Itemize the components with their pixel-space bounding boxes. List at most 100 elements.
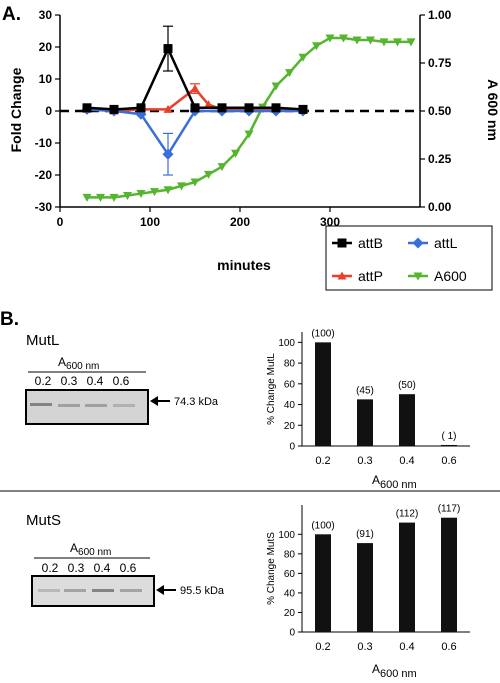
bar	[441, 444, 457, 446]
panel-b-label: B.	[0, 309, 19, 330]
series-line-A600	[87, 36, 411, 199]
legend-label-A600: A600	[434, 268, 467, 284]
legend-marker-attP	[337, 271, 347, 280]
x-tick-label: 0.6	[441, 455, 456, 467]
data-point-A600	[136, 190, 146, 199]
lane-label: 0.6	[113, 374, 130, 388]
data-point-A600	[285, 69, 294, 78]
lane-label: 0.4	[94, 561, 111, 575]
y-tick-label: 40	[284, 588, 296, 599]
data-label: (50)	[398, 380, 416, 391]
data-point-attP	[163, 104, 173, 113]
mutl-bar-chart: 0 20 40 60 80 100 (100) 0.2 (45) 0.3 (50) 0.4 ( 1) 0.…	[266, 328, 470, 491]
y-tick-label: 20	[39, 40, 53, 54]
y-tick-label: 10	[39, 72, 53, 86]
x-tick-label: 100	[140, 215, 160, 229]
bar	[357, 543, 373, 632]
data-point-attL	[162, 148, 174, 160]
legend-marker-attL	[412, 237, 424, 249]
bar	[315, 342, 331, 446]
mutl-title: MutL	[26, 332, 59, 349]
y-tick-label: 80	[284, 549, 296, 560]
data-point-A600	[109, 193, 119, 202]
y-tick-label: 60	[284, 569, 296, 580]
arrow-icon	[150, 396, 170, 406]
data-point-A600	[150, 188, 159, 197]
y-tick-label: 30	[39, 8, 53, 22]
data-point-attB	[271, 103, 281, 113]
mutl-lane-labels: 0.2 0.3 0.4 0.6	[35, 374, 130, 388]
data-point-A600	[82, 193, 92, 202]
y2-axis-label: A 600 nm	[485, 79, 500, 141]
x-tick-label: 200	[230, 215, 250, 229]
y-axis-label: % Change MutS	[266, 532, 277, 605]
x-axis-label: minutes	[217, 257, 271, 273]
series-line-attB	[86, 45, 304, 111]
lane-label: 0.6	[120, 561, 137, 575]
legend-label-attP: attP	[358, 268, 383, 284]
x-axis-label: A600 nm	[372, 662, 417, 680]
data-label: (91)	[356, 529, 374, 540]
mutl-western-blot	[25, 389, 149, 425]
data-point-A600	[177, 182, 186, 191]
legend: attB attL attP A600	[325, 225, 493, 291]
data-point-A600	[406, 38, 416, 47]
data-point-A600	[393, 38, 402, 47]
y2-tick-label: 0.50	[428, 104, 452, 118]
data-point-attB	[82, 103, 92, 113]
data-point-attP	[190, 84, 200, 93]
muts-lane-labels: 0.2 0.3 0.4 0.6	[42, 561, 137, 575]
data-point-A600	[379, 38, 389, 47]
bar	[315, 534, 331, 632]
bar	[357, 399, 373, 446]
y-tick-label: 20	[284, 421, 296, 432]
data-label: (117)	[438, 504, 461, 515]
mutl-blot-header: A600 nm	[58, 355, 99, 372]
data-label: ( 1)	[442, 431, 457, 442]
y2-tick-label: 1.00	[428, 8, 452, 22]
muts-band-size: 95.5 kDa	[180, 585, 225, 597]
y-tick-label: -10	[35, 136, 53, 150]
lane-label: 0.3	[61, 374, 78, 388]
line-chart: -30 -20 -10 0 10 20 30 0.00 0.25 0.50 0.75 1.00 0 100…	[35, 8, 452, 229]
data-point-attB	[109, 104, 119, 114]
data-point-A600	[244, 130, 254, 139]
muts-bar-chart: 0 20 40 60 80 100 (100) 0.2 (91) 0.3 (112) 0.4 (117)…	[266, 504, 470, 680]
x-tick-label: 0.4	[399, 641, 414, 653]
data-point-A600	[96, 193, 105, 202]
data-label: (100)	[311, 520, 334, 531]
x-tick-label: 0.2	[315, 641, 330, 653]
y2-tick-label: 0.75	[428, 56, 452, 70]
data-point-attB	[244, 103, 254, 113]
x-tick-label: 0	[57, 215, 64, 229]
series-line-attP	[86, 86, 303, 113]
y-tick-label: 0	[45, 104, 52, 118]
bar	[399, 522, 415, 632]
data-point-A600	[190, 178, 200, 187]
lane-label: 0.2	[42, 561, 59, 575]
data-point-A600	[163, 186, 173, 195]
data-point-A600	[231, 149, 240, 158]
y-tick-label: 80	[284, 359, 296, 370]
data-point-attB	[136, 103, 146, 113]
muts-title: MutS	[26, 512, 61, 529]
bar	[399, 394, 415, 446]
y-tick-label: 40	[284, 400, 296, 411]
y-tick-label: 100	[278, 530, 295, 541]
x-tick-label: 0.6	[441, 641, 456, 653]
data-point-attP	[204, 100, 213, 109]
y2-tick-label: 0.25	[428, 152, 452, 166]
x-tick-label: 0.2	[315, 455, 330, 467]
y-axis-label: % Change MutL	[266, 353, 277, 425]
legend-label-attL: attL	[434, 235, 458, 251]
data-label: (112)	[396, 509, 419, 520]
lane-label: 0.4	[87, 374, 104, 388]
data-point-A600	[123, 191, 132, 200]
lane-label: 0.2	[35, 374, 52, 388]
data-point-attB	[163, 44, 173, 54]
y-tick-label: 100	[278, 338, 295, 349]
x-tick-label: 0.3	[357, 455, 372, 467]
x-tick-label: 0.4	[399, 455, 414, 467]
legend-label-attB: attB	[358, 235, 383, 251]
bar	[441, 517, 457, 632]
